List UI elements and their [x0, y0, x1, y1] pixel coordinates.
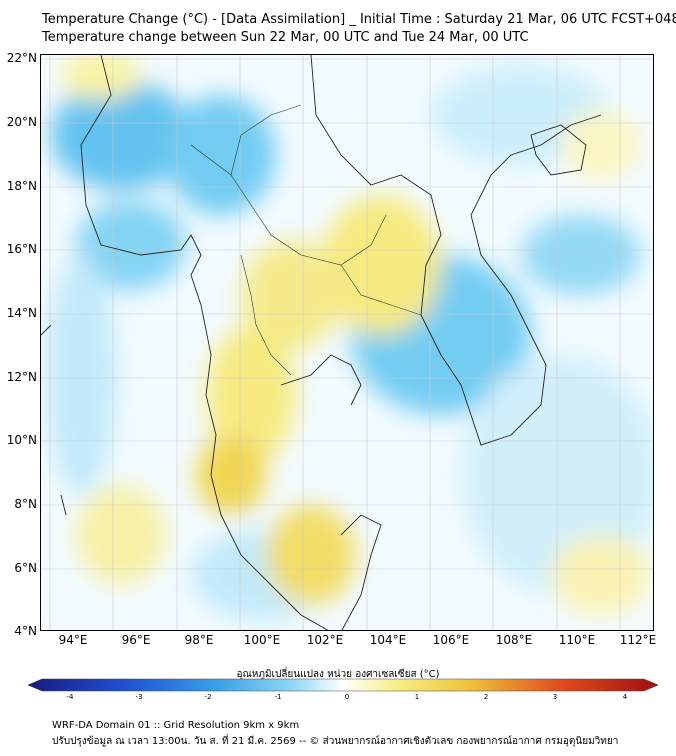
lon-label-104e: 104°E — [369, 633, 407, 647]
colorbar-tick-3: 3 — [552, 693, 558, 701]
colorbar-title: อุณหภูมิเปลี่ยนแปลง หน่วย องศาเซลเซียส (… — [236, 669, 440, 680]
border-thailand — [240, 254, 292, 376]
warm-area-peninsula — [196, 435, 266, 515]
temperature-field — [46, 55, 653, 620]
lat-label-8n: 8°N — [14, 497, 37, 511]
lat-label-4n: 4°N — [14, 624, 37, 638]
colorbar-tick-neg1: -1 — [274, 693, 282, 701]
map-subtitle: Temperature change between Sun 22 Mar, 0… — [42, 30, 529, 45]
warm-area-borneo — [551, 535, 651, 615]
map-title: Temperature Change (°C) - [Data Assimila… — [42, 12, 676, 27]
coastline-gulf — [280, 354, 362, 406]
footer-update-info: ปรับปรุงข้อมูล ณ เวลา 13:00น. วัน ส. ที่… — [52, 736, 619, 747]
gridlines — [41, 55, 653, 630]
colorbar-tick-1: 1 — [414, 693, 420, 701]
colorbar — [28, 678, 658, 692]
colorbar-tick-neg2: -2 — [204, 693, 212, 701]
colorbar-tick-0: 0 — [344, 693, 350, 701]
country-borders — [190, 104, 422, 376]
lat-label-22n: 22°N — [6, 51, 37, 65]
cool-area-vietnam — [521, 215, 641, 295]
lon-label-110e: 110°E — [558, 633, 596, 647]
cool-area-andaman — [46, 255, 116, 495]
map-canvas — [41, 55, 653, 630]
border-laos-cambodia — [340, 264, 422, 316]
coastline-west — [80, 55, 329, 630]
lon-label-106e: 106°E — [432, 633, 470, 647]
colorbar-tick-4: 4 — [622, 693, 628, 701]
lon-label-94e: 94°E — [58, 633, 88, 647]
colorbar-gradient — [28, 678, 658, 692]
warm-area-malaysia — [266, 505, 356, 605]
colorbar-tick-2: 2 — [483, 693, 489, 701]
colorbar-tick-neg3: -3 — [135, 693, 143, 701]
lon-label-102e: 102°E — [306, 633, 344, 647]
lat-label-6n: 6°N — [14, 561, 37, 575]
warm-area-thailand-central — [241, 240, 341, 350]
lon-label-96e: 96°E — [121, 633, 151, 647]
cool-area-myanmar-south — [76, 200, 186, 290]
lat-label-10n: 10°N — [6, 433, 37, 447]
cool-area-myanmar-north — [51, 80, 191, 190]
coastline-hainan — [530, 124, 587, 176]
coastline-indochina — [310, 55, 602, 446]
coastlines — [41, 55, 602, 630]
lat-label-14n: 14°N — [6, 306, 37, 320]
coastline-malaysia — [340, 514, 382, 630]
warm-area-isthmus — [206, 325, 296, 465]
lat-label-18n: 18°N — [6, 179, 37, 193]
temperature-change-map[interactable] — [40, 54, 654, 631]
warm-area-hainan — [561, 110, 641, 180]
warm-area-laos — [321, 195, 441, 335]
lon-label-100e: 100°E — [243, 633, 281, 647]
border-myanmar-laos — [190, 144, 387, 266]
coastline-islands — [41, 324, 67, 516]
lat-label-16n: 16°N — [6, 242, 37, 256]
lon-label-112e: 112°E — [619, 633, 657, 647]
cool-area-myanmar-central — [166, 95, 276, 215]
colorbar-tick-neg4: -4 — [66, 693, 74, 701]
footer-domain-info: WRF-DA Domain 01 :: Grid Resolution 9km … — [52, 720, 300, 731]
warm-area-northwest — [61, 55, 141, 100]
lat-label-20n: 20°N — [6, 115, 37, 129]
lat-label-12n: 12°N — [6, 370, 37, 384]
border-north — [230, 104, 302, 176]
lon-label-108e: 108°E — [495, 633, 533, 647]
warm-area-andaman-south — [76, 485, 166, 585]
lon-label-98e: 98°E — [184, 633, 214, 647]
